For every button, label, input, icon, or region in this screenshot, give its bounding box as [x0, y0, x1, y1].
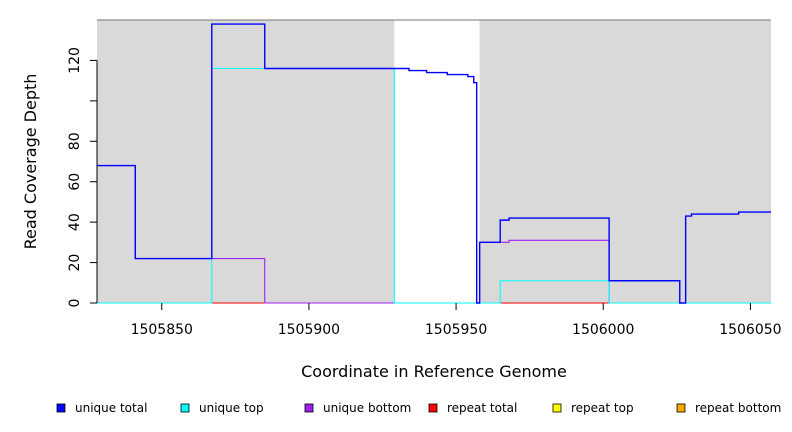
- y-tick-label-20: 20: [67, 254, 83, 272]
- legend: unique total unique top unique bottom repea…: [56, 401, 781, 415]
- legend-label-unique-total: unique total: [75, 401, 147, 415]
- x-tick-label-1505900: 1505900: [278, 322, 340, 338]
- y-tick-label-80: 80: [67, 132, 83, 150]
- y-tick-label-120: 120: [67, 47, 83, 74]
- legend-label-repeat-bottom: repeat bottom: [695, 401, 781, 415]
- gap-region-0: [394, 20, 480, 303]
- x-tick-label-1506000: 1506000: [572, 322, 634, 338]
- legend-swatch-unique-bottom: [304, 403, 314, 413]
- x-axis-title: Coordinate in Reference Genome: [301, 362, 567, 381]
- legend-swatch-repeat-total: [428, 403, 438, 413]
- legend-swatch-unique-total: [56, 403, 66, 413]
- legend-label-unique-bottom: unique bottom: [323, 401, 411, 415]
- x-tick-label-1505950: 1505950: [425, 322, 487, 338]
- legend-swatch-repeat-top: [552, 403, 562, 413]
- x-tick-label-1506050: 1506050: [719, 322, 781, 338]
- y-tick-label-60: 60: [67, 173, 83, 191]
- series-unique-total: [97, 23, 771, 304]
- axis-layer: 0 20 40 60 80 120 1505850 1505900 1505950 1506000…: [67, 47, 782, 338]
- series-layer: [97, 23, 771, 304]
- y-axis-title: Read Coverage Depth: [21, 74, 40, 250]
- y-tick-label-40: 40: [67, 213, 83, 231]
- legend-label-unique-top: unique top: [199, 401, 264, 415]
- x-tick-label-1505850: 1505850: [131, 322, 193, 338]
- plot-background-layer: [97, 19, 771, 303]
- legend-swatch-repeat-bottom: [676, 403, 686, 413]
- legend-label-repeat-total: repeat total: [447, 401, 517, 415]
- legend-swatch-unique-top: [180, 403, 190, 413]
- y-tick-label-0: 0: [67, 299, 83, 308]
- legend-label-repeat-top: repeat top: [571, 401, 634, 415]
